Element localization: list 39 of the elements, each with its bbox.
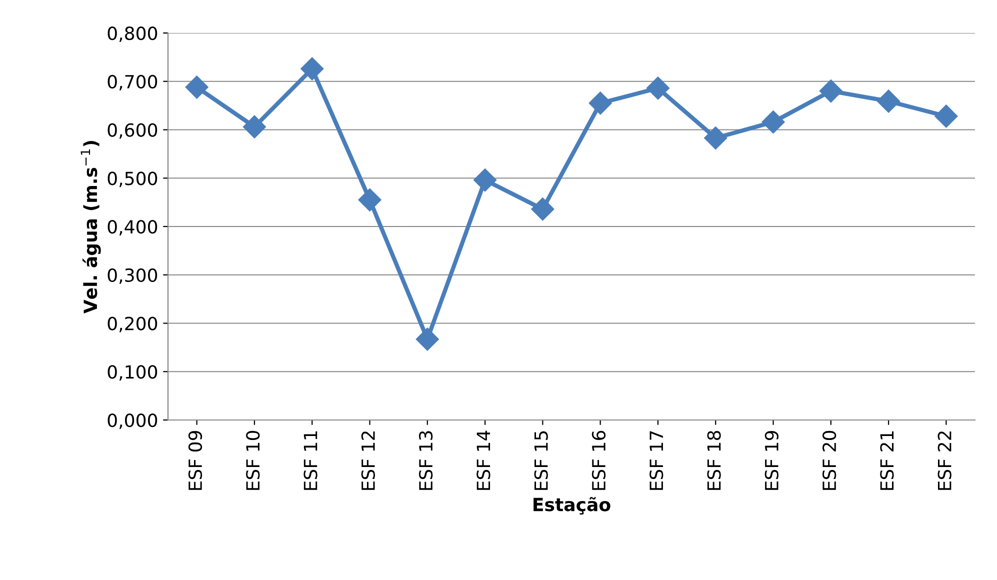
point [646,76,670,100]
x-tick-label: ESF 16 [592,430,606,490]
x-axis-title: Estação [534,497,610,515]
x-tick-label: ESF 13 [418,431,433,490]
point [185,76,208,99]
point [358,188,382,212]
x-tick-label: ESF 12 [361,432,375,490]
y-tick-label: 0,800 [108,26,158,42]
point [762,110,785,134]
x-tick-label: ESF 10 [246,430,260,490]
point [704,126,728,150]
point [531,198,554,221]
x-tick-label: ESF 20 [822,430,836,490]
point [819,80,842,103]
x-tick-label: ESF 22 [938,432,952,490]
x-tick-label: ESF 18 [707,430,721,490]
y-tick-label: 0,600 [108,123,158,139]
x-tick-label: ESF 17 [650,431,664,490]
y-tick-label: 0,100 [108,365,158,381]
x-tick-label: ESF 15 [534,431,548,490]
point [242,115,266,138]
y-tick-label: 0,200 [108,316,158,332]
point [300,57,324,80]
point [934,104,958,128]
y-tick-label: 0,300 [108,268,158,284]
y-axis-title: Vel. água (m.s$^{−1}$) [80,140,101,314]
x-tick-label: ESF 11 [304,431,318,490]
x-tick-label: ESF 09 [188,430,202,490]
y-tick-label: 0,700 [108,74,158,90]
y-tick-label: 0,500 [108,172,158,188]
x-tick-label: ESF 14 [476,430,490,490]
y-tick-label: 0,400 [108,220,158,236]
point [588,92,612,115]
point [416,328,439,351]
y-tick-label: 0,000 [108,413,158,429]
x-tick-label: ESF 21 [880,431,894,490]
point [474,168,497,192]
point [877,90,900,113]
x-tick-label: ESF 19 [764,430,778,490]
